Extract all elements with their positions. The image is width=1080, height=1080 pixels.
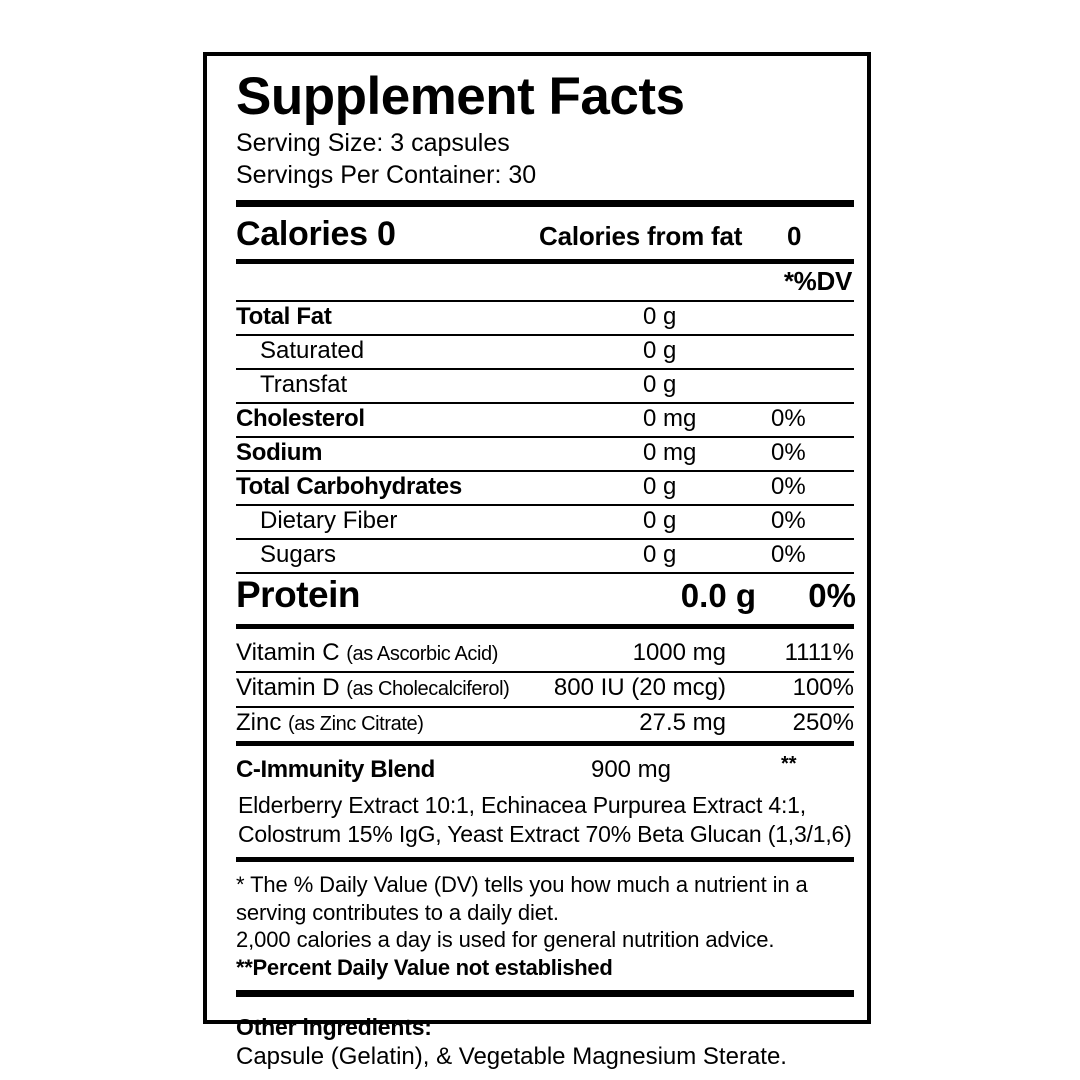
- nutrient-amount: 0 g: [643, 371, 677, 399]
- nutrient-dv: 0%: [771, 507, 806, 535]
- divider-above-nutrients: [236, 300, 854, 303]
- protein-label: Protein: [236, 574, 360, 616]
- nutrient-dv: 0%: [771, 541, 806, 569]
- divider-after-servings: [236, 200, 854, 208]
- row-divider: [236, 671, 854, 674]
- vitamin-dv: 100%: [792, 674, 854, 702]
- table-row: Total Fat 0 g: [236, 302, 854, 334]
- vitamin-dv: 250%: [792, 709, 854, 737]
- serving-size: Serving Size: 3 capsules: [236, 129, 510, 158]
- nutrient-name: Sugars: [260, 541, 337, 569]
- dv-footnote-line-2: serving contributes to a daily diet.: [236, 899, 559, 925]
- nutrient-amount: 0 g: [643, 473, 677, 501]
- row-divider: [236, 436, 854, 439]
- row-divider: [236, 572, 854, 575]
- row-divider: [236, 470, 854, 473]
- table-row: Vitamin D (as Cholecalciferol) 800 IU (2…: [236, 673, 854, 706]
- row-divider: [236, 334, 854, 337]
- protein-amount: 0.0 g: [680, 577, 756, 615]
- calories-label-text: Calories: [236, 215, 368, 254]
- blend-row: C-Immunity Blend 900 mg **: [236, 753, 854, 791]
- divider-after-protein: [236, 624, 854, 630]
- blend-dv-footnote-marker: **: [781, 753, 797, 776]
- divider-after-blend: [236, 857, 854, 863]
- calories-from-fat-label: Calories from fat: [539, 221, 743, 252]
- vitamin-amount: 27.5 mg: [639, 709, 726, 737]
- table-row: Total Carbohydrates 0 g 0%: [236, 472, 854, 504]
- dv-header-label: *%DV: [783, 266, 852, 297]
- table-row: Transfat 0 g: [236, 370, 854, 402]
- table-row: Saturated 0 g: [236, 336, 854, 368]
- vitamin-name-main: Vitamin D: [236, 674, 347, 702]
- nutrient-name: Cholesterol: [236, 405, 365, 433]
- row-divider: [236, 504, 854, 507]
- table-row: Sodium 0 mg 0%: [236, 438, 854, 470]
- blend-ingredients-line-1: Elderberry Extract 10:1, Echinacea Purpu…: [238, 792, 806, 819]
- nutrient-dv: 0%: [771, 439, 806, 467]
- row-divider: [236, 368, 854, 371]
- row-divider: [236, 706, 854, 709]
- calories-row: Calories 0 Calories from fat 0: [236, 213, 854, 259]
- table-row: Cholesterol 0 mg 0%: [236, 404, 854, 436]
- vitamin-name-main: Zinc: [236, 709, 289, 737]
- row-divider: [236, 538, 854, 541]
- table-row: Vitamin C (as Ascorbic Acid) 1000 mg 111…: [236, 638, 854, 671]
- nutrient-amount: 0 g: [643, 541, 677, 569]
- nutrient-amount: 0 mg: [643, 439, 697, 467]
- divider-after-calories: [236, 259, 854, 265]
- nutrient-amount: 0 g: [643, 507, 677, 535]
- table-row: Sugars 0 g 0%: [236, 540, 854, 572]
- vitamin-amount: 800 IU (20 mcg): [553, 674, 726, 702]
- vitamin-name-source: (as Zinc Citrate): [288, 713, 424, 736]
- vitamin-name: Zinc (as Zinc Citrate): [236, 709, 424, 737]
- protein-dv: 0%: [808, 577, 856, 615]
- nutrient-amount: 0 g: [643, 337, 677, 365]
- other-ingredients-body: Capsule (Gelatin), & Vegetable Magnesium…: [236, 1043, 787, 1071]
- vitamin-name-source: (as Cholecalciferol): [346, 678, 510, 701]
- nutrient-name: Total Carbohydrates: [236, 473, 462, 501]
- nutrient-name: Sodium: [236, 439, 323, 467]
- supplement-facts-content: Supplement Facts Serving Size: 3 capsule…: [236, 67, 856, 1073]
- table-row: Zinc (as Zinc Citrate) 27.5 mg 250%: [236, 708, 854, 741]
- vitamin-name: Vitamin D (as Cholecalciferol): [236, 674, 510, 702]
- vitamin-amount: 1000 mg: [632, 639, 726, 667]
- vitamin-name-source: (as Ascorbic Acid): [346, 643, 499, 666]
- blend-ingredients-line-2: Colostrum 15% IgG, Yeast Extract 70% Bet…: [238, 820, 852, 847]
- servings-per-container: Servings Per Container: 30: [236, 161, 537, 190]
- nutrient-amount: 0 g: [643, 303, 677, 331]
- dv-header-row: *%DV: [236, 264, 854, 300]
- blend-amount: 900 mg: [590, 756, 672, 784]
- table-row: Dietary Fiber 0 g 0%: [236, 506, 854, 538]
- dv-footnote-line-3: 2,000 calories a day is used for general…: [236, 927, 775, 953]
- nutrient-amount: 0 mg: [643, 405, 697, 433]
- blend-name: C-Immunity Blend: [236, 756, 435, 784]
- supplement-facts-panel: Supplement Facts Serving Size: 3 capsule…: [203, 52, 871, 1070]
- page-title: Supplement Facts: [236, 67, 685, 126]
- vitamin-dv: 1111%: [784, 639, 854, 667]
- row-divider: [236, 402, 854, 405]
- calories-value: 0: [376, 215, 396, 254]
- vitamin-name-main: Vitamin C: [236, 639, 347, 667]
- dv-not-established-footnote: **Percent Daily Value not established: [236, 954, 613, 980]
- nutrient-name: Transfat: [260, 371, 348, 399]
- other-ingredients-title: Other ingredients:: [236, 1014, 432, 1041]
- calories-from-fat-value: 0: [787, 221, 802, 252]
- nutrient-name: Dietary Fiber: [260, 507, 398, 535]
- divider-after-vitamins: [236, 741, 854, 747]
- nutrient-name: Total Fat: [236, 303, 332, 331]
- nutrient-dv: 0%: [771, 405, 806, 433]
- dv-footnote-line-1: * The % Daily Value (DV) tells you how m…: [236, 872, 808, 898]
- vitamin-name: Vitamin C (as Ascorbic Acid): [236, 639, 498, 667]
- divider-before-other-ingredients: [236, 990, 854, 998]
- protein-row: Protein 0.0 g 0%: [236, 574, 856, 624]
- nutrient-name: Saturated: [260, 337, 365, 365]
- nutrient-dv: 0%: [771, 473, 806, 501]
- calories-label: Calories 0: [236, 215, 396, 254]
